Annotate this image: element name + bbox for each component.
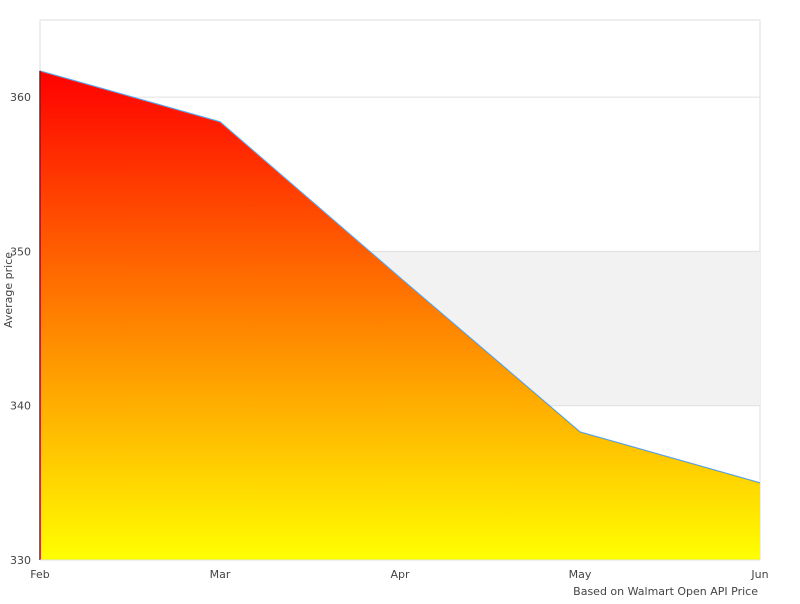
x-tick-label: May — [569, 568, 592, 581]
x-tick-label: Feb — [30, 568, 49, 581]
y-tick-label: 330 — [10, 554, 31, 567]
x-tick-label: Apr — [390, 568, 410, 581]
y-tick-label: 340 — [10, 400, 31, 413]
chart-caption: Based on Walmart Open API Price — [573, 585, 758, 598]
x-tick-label: Mar — [210, 568, 231, 581]
y-tick-label: 360 — [10, 91, 31, 104]
x-tick-label: Jun — [750, 568, 768, 581]
y-axis-label: Average price — [2, 252, 15, 328]
